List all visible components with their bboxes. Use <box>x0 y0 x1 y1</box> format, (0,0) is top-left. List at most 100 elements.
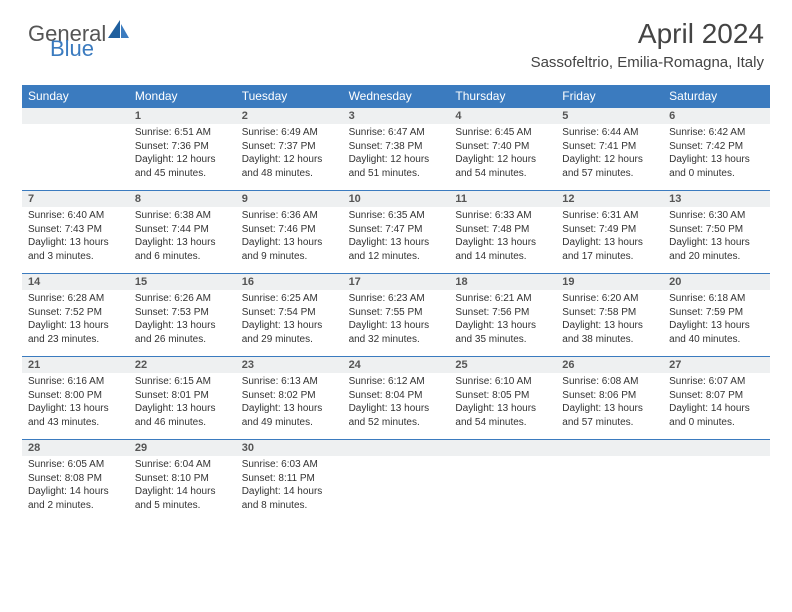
day-cell: Sunrise: 6:08 AMSunset: 8:06 PMDaylight:… <box>556 373 663 439</box>
day-info-line: and 54 minutes. <box>455 167 550 181</box>
day-cell: Sunrise: 6:28 AMSunset: 7:52 PMDaylight:… <box>22 290 129 356</box>
day-info-line: and 14 minutes. <box>455 250 550 264</box>
day-number: 27 <box>663 357 770 373</box>
day-info-line: and 3 minutes. <box>28 250 123 264</box>
weekday-header: Wednesday <box>343 85 450 107</box>
day-cell <box>663 456 770 522</box>
day-info-line: Sunset: 8:11 PM <box>242 472 337 486</box>
day-info-line: Sunrise: 6:35 AM <box>349 209 444 223</box>
day-cell: Sunrise: 6:15 AMSunset: 8:01 PMDaylight:… <box>129 373 236 439</box>
day-number <box>556 440 663 456</box>
day-info-line: Sunrise: 6:12 AM <box>349 375 444 389</box>
day-info-line: Daylight: 13 hours <box>455 402 550 416</box>
day-info-line: Daylight: 13 hours <box>28 402 123 416</box>
day-number: 28 <box>22 440 129 456</box>
logo-text-blue: Blue <box>50 39 132 59</box>
day-cell: Sunrise: 6:07 AMSunset: 8:07 PMDaylight:… <box>663 373 770 439</box>
day-cell: Sunrise: 6:42 AMSunset: 7:42 PMDaylight:… <box>663 124 770 190</box>
day-info-line: Sunrise: 6:33 AM <box>455 209 550 223</box>
day-number: 9 <box>236 191 343 207</box>
day-cell: Sunrise: 6:45 AMSunset: 7:40 PMDaylight:… <box>449 124 556 190</box>
week-block: 78910111213Sunrise: 6:40 AMSunset: 7:43 … <box>22 190 770 273</box>
day-number-row: 123456 <box>22 107 770 124</box>
day-cell <box>556 456 663 522</box>
day-info-line: Sunset: 7:59 PM <box>669 306 764 320</box>
day-cell: Sunrise: 6:20 AMSunset: 7:58 PMDaylight:… <box>556 290 663 356</box>
weekday-header: Monday <box>129 85 236 107</box>
day-info-line: Sunrise: 6:44 AM <box>562 126 657 140</box>
day-info-line: and 57 minutes. <box>562 416 657 430</box>
day-info-line: Sunset: 7:56 PM <box>455 306 550 320</box>
day-info-line: and 52 minutes. <box>349 416 444 430</box>
day-info-line: Sunset: 8:04 PM <box>349 389 444 403</box>
day-number: 19 <box>556 274 663 290</box>
day-info-line: Daylight: 14 hours <box>242 485 337 499</box>
weekday-header: Friday <box>556 85 663 107</box>
day-info-line: Sunrise: 6:49 AM <box>242 126 337 140</box>
day-info-line: Sunset: 8:02 PM <box>242 389 337 403</box>
day-info-line: Sunset: 7:40 PM <box>455 140 550 154</box>
day-info-line: Daylight: 13 hours <box>562 319 657 333</box>
day-number: 1 <box>129 108 236 124</box>
day-content-row: Sunrise: 6:40 AMSunset: 7:43 PMDaylight:… <box>22 207 770 273</box>
day-number: 24 <box>343 357 450 373</box>
week-block: 21222324252627Sunrise: 6:16 AMSunset: 8:… <box>22 356 770 439</box>
day-number: 26 <box>556 357 663 373</box>
week-block: 123456Sunrise: 6:51 AMSunset: 7:36 PMDay… <box>22 107 770 190</box>
day-info-line: Sunset: 8:06 PM <box>562 389 657 403</box>
day-cell: Sunrise: 6:18 AMSunset: 7:59 PMDaylight:… <box>663 290 770 356</box>
day-info-line: and 57 minutes. <box>562 167 657 181</box>
day-cell <box>343 456 450 522</box>
day-info-line: Sunrise: 6:31 AM <box>562 209 657 223</box>
day-number-row: 14151617181920 <box>22 273 770 290</box>
day-cell: Sunrise: 6:21 AMSunset: 7:56 PMDaylight:… <box>449 290 556 356</box>
day-number: 25 <box>449 357 556 373</box>
page-header: General Blue April 2024 Sassofeltrio, Em… <box>0 0 792 79</box>
day-info-line: and 9 minutes. <box>242 250 337 264</box>
day-info-line: Sunset: 7:53 PM <box>135 306 230 320</box>
day-number: 12 <box>556 191 663 207</box>
logo-text-wrap: General Blue <box>28 18 132 59</box>
day-cell: Sunrise: 6:40 AMSunset: 7:43 PMDaylight:… <box>22 207 129 273</box>
day-info-line: Sunset: 8:05 PM <box>455 389 550 403</box>
day-cell: Sunrise: 6:33 AMSunset: 7:48 PMDaylight:… <box>449 207 556 273</box>
day-cell: Sunrise: 6:13 AMSunset: 8:02 PMDaylight:… <box>236 373 343 439</box>
day-number <box>343 440 450 456</box>
day-info-line: Sunrise: 6:18 AM <box>669 292 764 306</box>
day-number: 4 <box>449 108 556 124</box>
weekday-header-row: Sunday Monday Tuesday Wednesday Thursday… <box>22 85 770 107</box>
day-number: 8 <box>129 191 236 207</box>
day-info-line: and 20 minutes. <box>669 250 764 264</box>
day-number-row: 78910111213 <box>22 190 770 207</box>
day-info-line: and 48 minutes. <box>242 167 337 181</box>
day-number: 14 <box>22 274 129 290</box>
calendar-grid: Sunday Monday Tuesday Wednesday Thursday… <box>22 85 770 522</box>
day-cell: Sunrise: 6:44 AMSunset: 7:41 PMDaylight:… <box>556 124 663 190</box>
day-number: 23 <box>236 357 343 373</box>
day-info-line: Daylight: 13 hours <box>349 236 444 250</box>
day-info-line: Daylight: 12 hours <box>135 153 230 167</box>
day-content-row: Sunrise: 6:16 AMSunset: 8:00 PMDaylight:… <box>22 373 770 439</box>
day-number <box>449 440 556 456</box>
day-info-line: Sunset: 7:52 PM <box>28 306 123 320</box>
day-cell: Sunrise: 6:23 AMSunset: 7:55 PMDaylight:… <box>343 290 450 356</box>
day-number: 17 <box>343 274 450 290</box>
day-info-line: Sunset: 7:54 PM <box>242 306 337 320</box>
day-number: 20 <box>663 274 770 290</box>
day-info-line: Sunset: 7:37 PM <box>242 140 337 154</box>
day-info-line: and 26 minutes. <box>135 333 230 347</box>
day-number-row: 282930 <box>22 439 770 456</box>
day-cell: Sunrise: 6:05 AMSunset: 8:08 PMDaylight:… <box>22 456 129 522</box>
day-info-line: Sunset: 7:42 PM <box>669 140 764 154</box>
day-cell: Sunrise: 6:26 AMSunset: 7:53 PMDaylight:… <box>129 290 236 356</box>
day-info-line: Sunset: 8:10 PM <box>135 472 230 486</box>
day-cell: Sunrise: 6:16 AMSunset: 8:00 PMDaylight:… <box>22 373 129 439</box>
day-info-line: Daylight: 13 hours <box>349 402 444 416</box>
day-info-line: Sunrise: 6:38 AM <box>135 209 230 223</box>
day-number: 3 <box>343 108 450 124</box>
day-number: 30 <box>236 440 343 456</box>
day-info-line: Sunrise: 6:47 AM <box>349 126 444 140</box>
day-info-line: Daylight: 13 hours <box>135 236 230 250</box>
day-info-line: and 2 minutes. <box>28 499 123 513</box>
day-info-line: Daylight: 13 hours <box>669 153 764 167</box>
